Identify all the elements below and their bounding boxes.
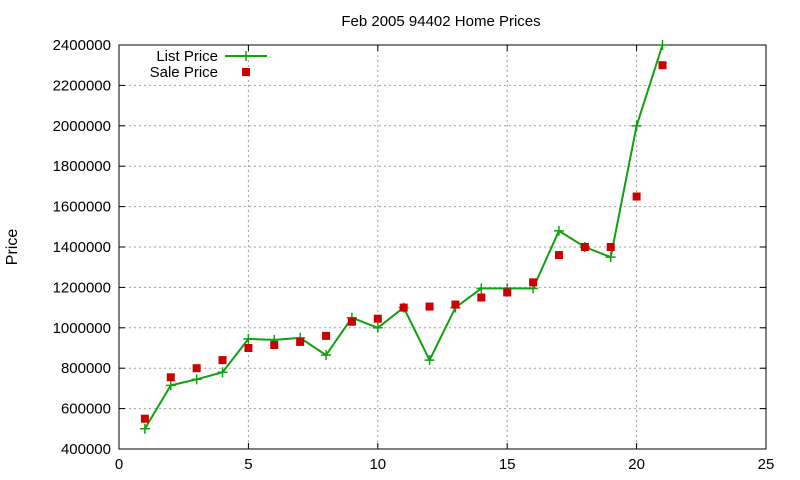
sale-price-point xyxy=(192,364,201,373)
sale-price-point xyxy=(477,293,486,302)
sale-price-point xyxy=(373,314,382,323)
x-tick-label: 20 xyxy=(628,456,645,473)
y-tick-label: 1400000 xyxy=(53,239,111,256)
sale-price-point xyxy=(580,243,589,251)
sale-price-point xyxy=(244,344,253,352)
y-tick-label: 1000000 xyxy=(53,320,111,337)
sale-price-point xyxy=(166,373,175,382)
list-price-point xyxy=(217,367,228,378)
sale-price-point xyxy=(399,303,408,312)
sale-price-point xyxy=(140,414,149,423)
data-series xyxy=(139,40,668,434)
list-price-point xyxy=(424,355,435,366)
axis-ticks: 0 5 10 15 20 25 400000 600000 800000 1000000 12000… xyxy=(53,37,775,473)
x-tick-label: 0 xyxy=(115,456,123,473)
sale-price-point xyxy=(322,331,331,340)
y-tick-label: 1200000 xyxy=(53,279,111,296)
list-price-point xyxy=(243,333,254,344)
list-price-point xyxy=(165,380,176,391)
legend-label-list-price: List Price xyxy=(156,48,218,65)
list-price-point xyxy=(657,40,668,50)
y-tick-label: 600000 xyxy=(61,401,111,418)
plot-frame xyxy=(118,44,767,450)
y-tick-label: 2000000 xyxy=(53,118,111,135)
y-tick-label: 1600000 xyxy=(53,199,111,216)
y-tick-label: 2200000 xyxy=(53,77,111,94)
x-tick-label: 10 xyxy=(369,456,386,473)
y-tick-label: 800000 xyxy=(61,360,111,377)
y-axis-label: Price xyxy=(4,229,21,266)
sale-price-point xyxy=(451,300,460,309)
legend-marker-sale-price xyxy=(242,68,250,76)
sale-price-point xyxy=(658,61,667,70)
sale-price-point xyxy=(270,340,279,349)
sale-price-point xyxy=(632,192,641,201)
sale-price-point xyxy=(503,288,512,297)
sale-price-point xyxy=(425,302,434,311)
y-tick-label: 400000 xyxy=(61,441,111,458)
list-price-point xyxy=(631,120,642,131)
sale-price-point xyxy=(218,356,227,365)
y-tick-label: 1800000 xyxy=(53,158,111,175)
x-tick-label: 15 xyxy=(499,456,516,473)
y-tick-label: 2400000 xyxy=(53,37,111,54)
list-price-point xyxy=(476,283,487,294)
sale-price-point xyxy=(347,317,356,326)
x-tick-label: 25 xyxy=(758,456,775,473)
sale-price-point xyxy=(296,337,305,346)
legend-marker-list-price xyxy=(241,51,251,61)
x-tick-label: 5 xyxy=(244,456,252,473)
sale-price-point xyxy=(606,243,615,251)
grid-lines xyxy=(119,45,766,449)
list-price-point xyxy=(191,374,202,385)
list-price-point xyxy=(321,350,332,361)
list-price-point xyxy=(372,322,383,333)
legend-label-sale-price: Sale Price xyxy=(150,64,218,81)
list-price-point xyxy=(605,252,616,263)
list-price-point xyxy=(553,225,564,236)
list-price-point xyxy=(139,423,150,434)
sale-price-point xyxy=(554,251,563,260)
sale-price-point xyxy=(529,278,538,287)
chart-title: Feb 2005 94402 Home Prices xyxy=(341,13,540,30)
